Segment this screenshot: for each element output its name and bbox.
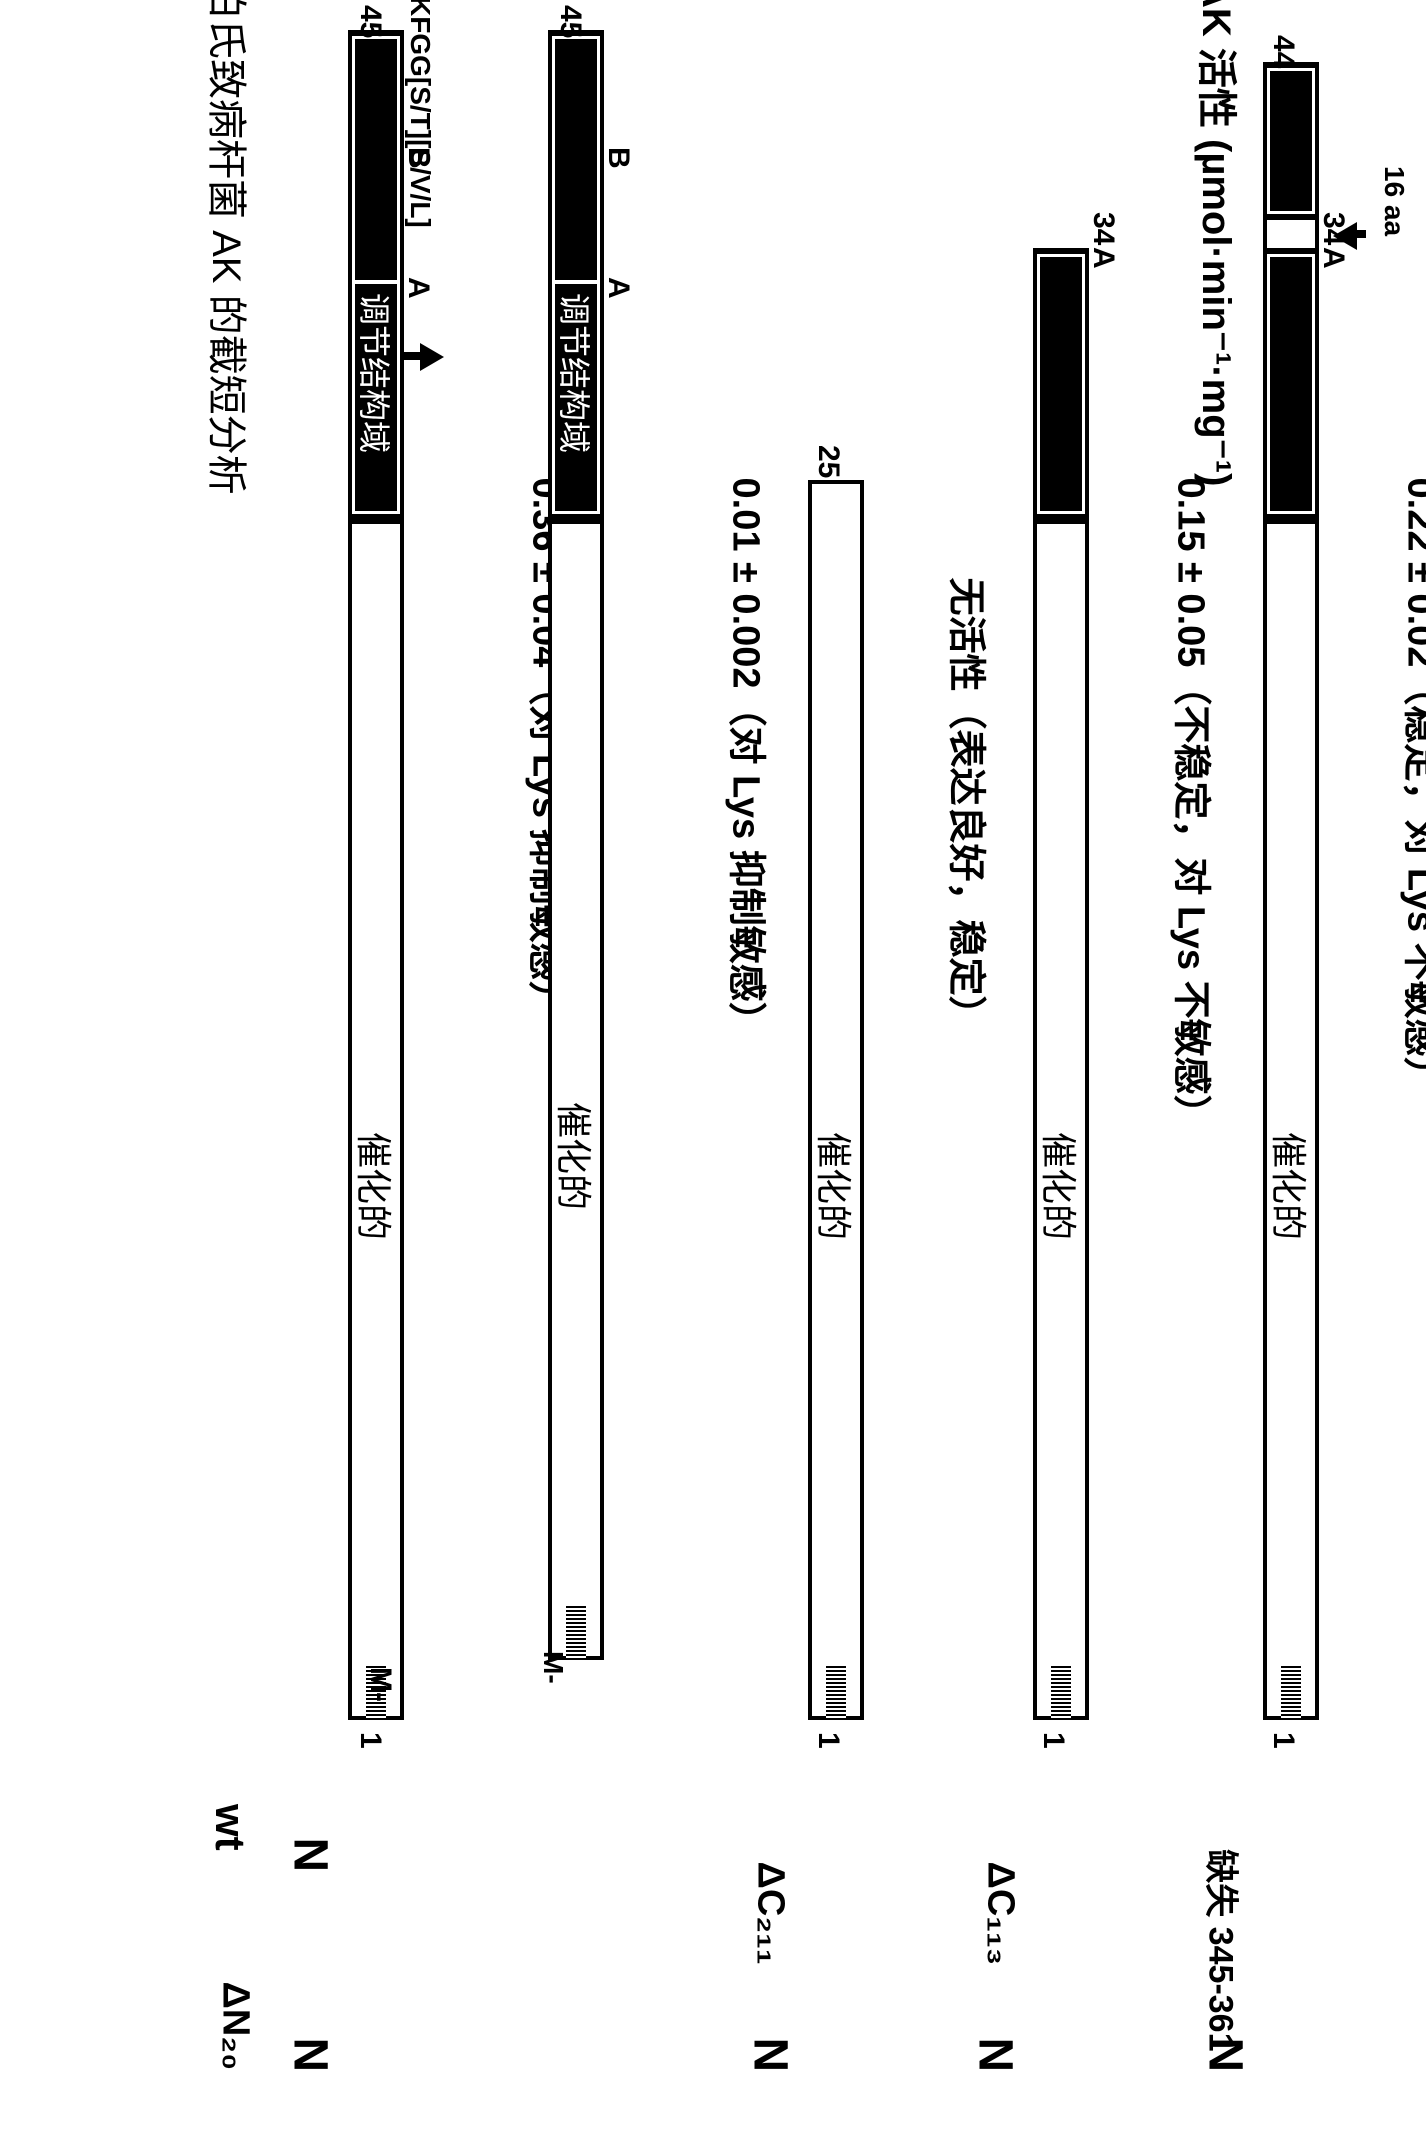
n-label-3: N <box>743 2038 798 2098</box>
num-start-m-top: M- <box>537 1651 569 1701</box>
num-end: 45 <box>353 5 387 45</box>
construct-name-dc113: ΔC₁₁₃ <box>979 1862 1022 2062</box>
reg-a-5: A <box>1316 247 1350 287</box>
reg-inner-border-5a <box>1267 254 1315 514</box>
figure-title: 伯氏致病杆菌 AK 的截短分析 <box>201 0 259 679</box>
activity-del: 0.22 ± 0.02（稳定，对 Lys 不敏感） <box>1398 478 1426 1778</box>
stripe-icon <box>566 1604 586 1660</box>
gap-region <box>1263 220 1319 248</box>
catalytic-label: 催化的 <box>810 1086 862 1286</box>
reg-b: B <box>601 147 635 187</box>
catalytic-label: 催化的 <box>1265 1086 1317 1286</box>
motif-arrow-icon <box>420 343 444 371</box>
n-label-4: N <box>968 2038 1023 2098</box>
catalytic-label: 催化的 <box>1035 1086 1087 1286</box>
n-label-5: N <box>1198 2038 1253 2098</box>
motif-arrow-stem <box>404 352 420 360</box>
stripe-icon <box>826 1664 846 1720</box>
n-label: N <box>283 1838 338 1898</box>
reg-a-4: A <box>1086 247 1120 287</box>
construct-name-dn20: ΔN₂₀ <box>214 1982 257 2142</box>
catalytic-label: 催化的 <box>550 1056 602 1256</box>
num-end-5: 44 <box>1266 35 1300 75</box>
regulatory-label: 调节结构域 <box>553 253 599 493</box>
reg-b: B <box>401 147 435 187</box>
num-start: 1 <box>353 1732 387 1772</box>
num-end-4: 34 <box>1086 212 1120 252</box>
activity-dc113: 0.15 ± 0.05（不稳定，对 Lys 不敏感） <box>1168 478 1223 1778</box>
num-start-m: M- <box>363 1667 397 1727</box>
reg-a: A <box>601 277 635 317</box>
reg-inner-border-5b <box>1267 68 1315 214</box>
reg-inner-border-4 <box>1037 254 1085 514</box>
num-start-3: 1 <box>811 1732 845 1772</box>
stripe-icon <box>1051 1664 1071 1720</box>
construct-name-dc211: ΔC₂₁₁ <box>749 1862 792 2062</box>
num-mid-3: 25 <box>811 445 845 485</box>
num-start-4: 1 <box>1036 1732 1070 1772</box>
activity-dc211: 无活性（表达良好，稳定） <box>943 578 998 1678</box>
num-end: 45 <box>553 5 587 45</box>
construct-name-del: 缺失 345-361 <box>1200 1830 1241 2070</box>
gap-arrow-stem <box>1348 230 1366 238</box>
num-start-5: 1 <box>1266 1732 1300 1772</box>
stripe-icon <box>1281 1664 1301 1720</box>
regulatory-label: 调节结构域 <box>353 253 399 493</box>
construct-name-wt: wt <box>206 1804 254 1924</box>
reg-a: A <box>401 277 435 317</box>
n-label: N <box>283 2038 338 2098</box>
activity-dn20: 0.01 ± 0.002（对 Lys 抑制敏感） <box>723 478 778 1778</box>
gap-label: 16 aa <box>1378 166 1410 266</box>
catalytic-label: 催化的 <box>350 1086 402 1286</box>
